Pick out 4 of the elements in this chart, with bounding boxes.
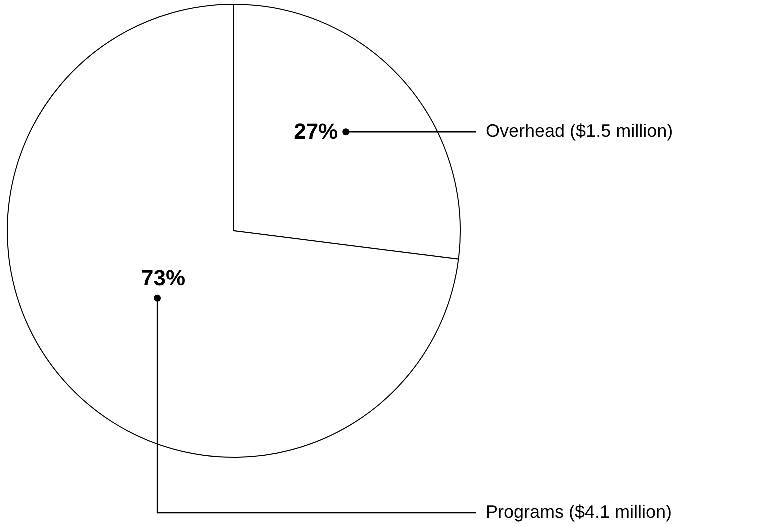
- data-label: 73%: [142, 265, 186, 290]
- data-label: 27%: [294, 119, 338, 144]
- slice-label: Programs ($4.1 million): [486, 502, 672, 522]
- slice-label: Overhead ($1.5 million): [486, 121, 674, 142]
